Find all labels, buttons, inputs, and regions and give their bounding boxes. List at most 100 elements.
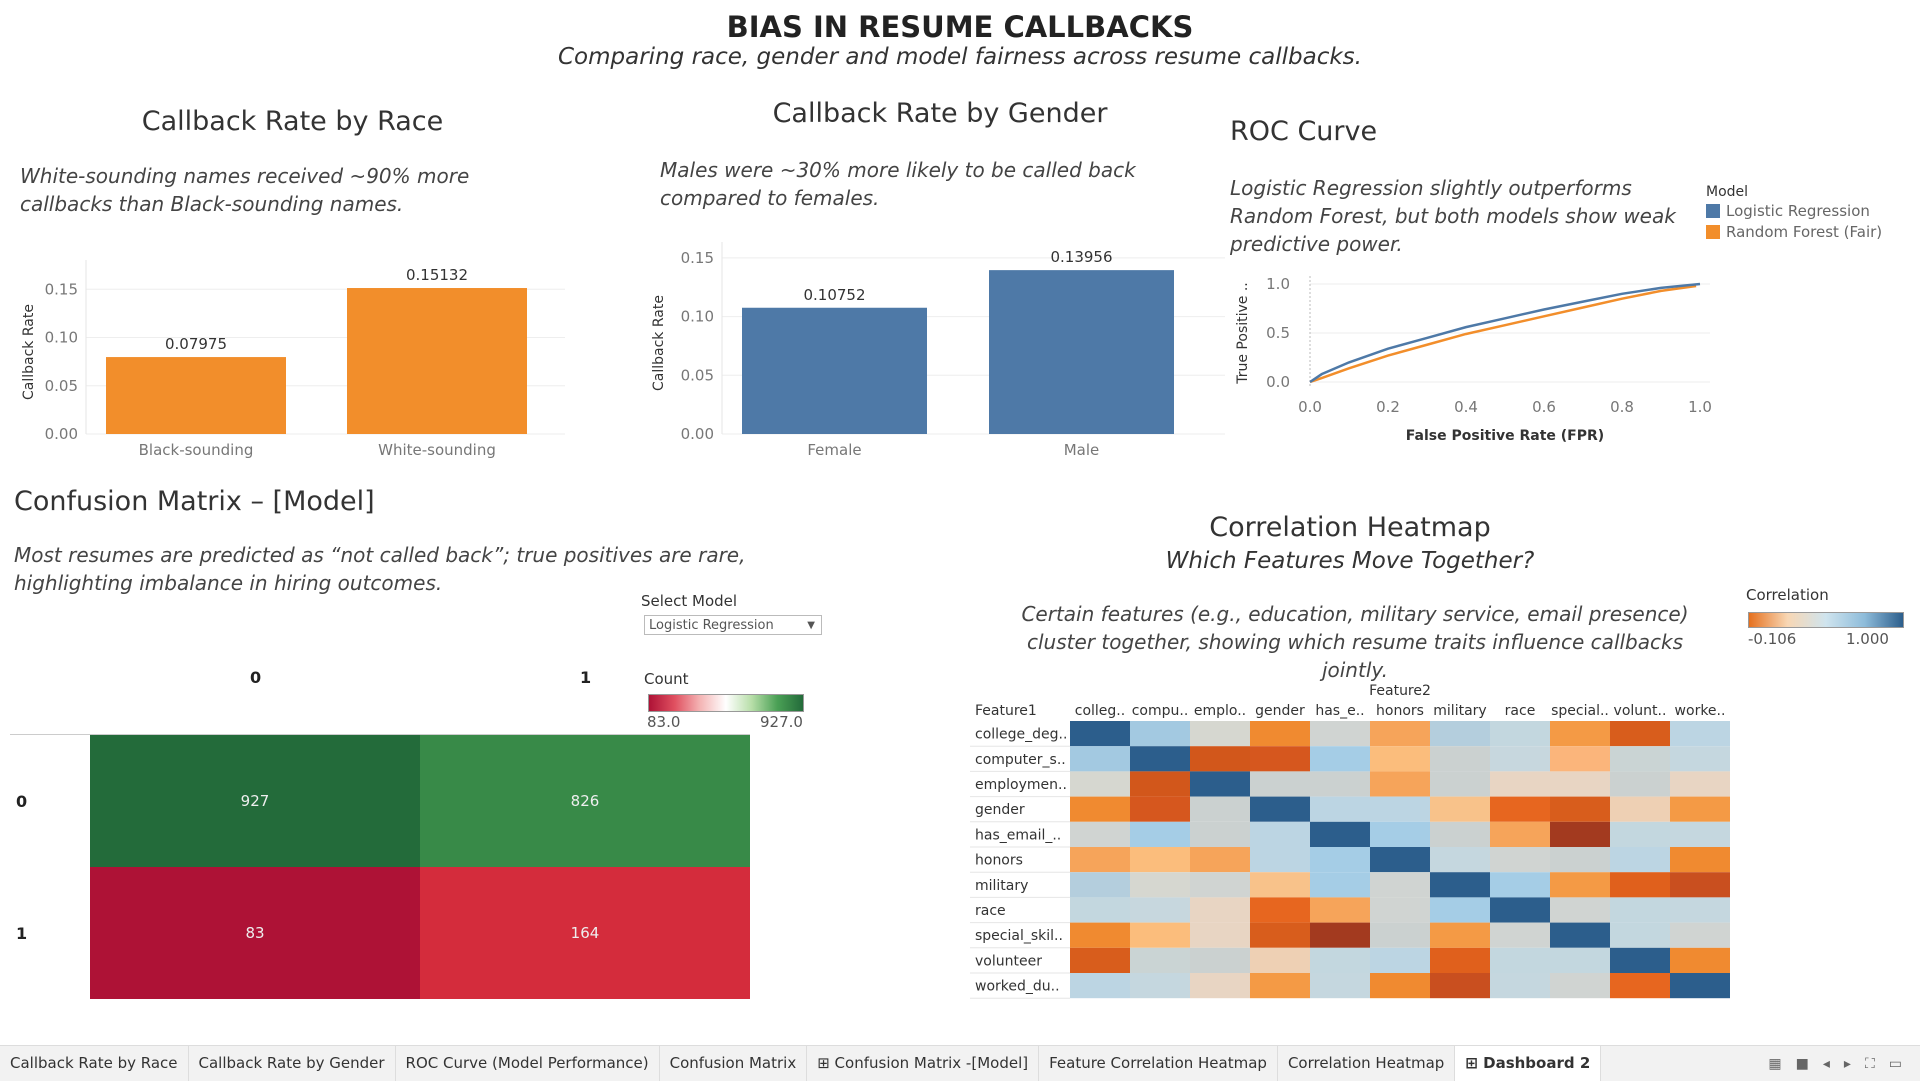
heatmap-col-label: gender <box>1255 703 1305 719</box>
heatmap-cell <box>1310 947 1370 973</box>
heatmap-cell <box>1130 796 1190 822</box>
heatmap-cell <box>1490 847 1550 873</box>
heatmap-cell <box>1430 947 1490 973</box>
gender-data-label: 0.13956 <box>1050 248 1112 266</box>
cm-cell <box>420 735 750 867</box>
heatmap-cell <box>1370 973 1430 999</box>
race-data-label: 0.07975 <box>165 335 227 353</box>
heatmap-cell <box>1310 721 1370 747</box>
heatmap-row-label: college_deg.. <box>975 727 1067 743</box>
heatmap-cell <box>1070 771 1130 797</box>
tab-callback-rate-by-gender[interactable]: Callback Rate by Gender <box>189 1046 396 1081</box>
tab-correlation-heatmap[interactable]: Correlation Heatmap <box>1278 1046 1456 1081</box>
heatmap-row-label: race <box>975 903 1006 919</box>
heatmap-cell <box>1130 746 1190 772</box>
heatmap-cell <box>1190 947 1250 973</box>
tab-feature-correlation-heatmap[interactable]: Feature Correlation Heatmap <box>1039 1046 1278 1081</box>
tab-dashboard-2[interactable]: ⊞ Dashboard 2 <box>1455 1046 1602 1081</box>
tab-confusion-matrix-model[interactable]: ⊞ Confusion Matrix -[Model] <box>807 1046 1040 1081</box>
roc-series-line <box>1309 284 1697 384</box>
heatmap-cell <box>1070 973 1130 999</box>
present-icon[interactable]: ▭ <box>1888 1055 1902 1072</box>
race-bar <box>347 288 527 434</box>
roc-x-tick: 0.8 <box>1610 398 1634 416</box>
race-bar-chart: 0.00 0.05 0.10 0.15 Callback Rate 0.07975 Blac… <box>21 260 565 459</box>
tab-confusion-matrix[interactable]: Confusion Matrix <box>660 1046 808 1081</box>
roc-legend: Model Logistic Regression Random Forest … <box>1706 184 1882 242</box>
heatmap-cell <box>1490 721 1550 747</box>
count-legend-title: Count <box>644 670 689 688</box>
heatmap-cell <box>1490 746 1550 772</box>
heatmap-cell <box>1430 973 1490 999</box>
heatmap-cell <box>1190 973 1250 999</box>
heatmap-cell <box>1490 821 1550 847</box>
heatmap-col-label: emplo.. <box>1194 703 1246 719</box>
sheet-tab-bar: Callback Rate by Race Callback Rate by G… <box>0 1045 1920 1081</box>
heatmap-cell <box>1550 771 1610 797</box>
cm-row-label: 0 <box>16 792 28 811</box>
heatmap-cell <box>1610 771 1670 797</box>
heatmap-cell <box>1070 821 1130 847</box>
select-model-label: Select Model <box>641 592 738 610</box>
cm-row-label: 1 <box>16 924 28 943</box>
roc-y-axis-title: True Positive .. <box>1235 282 1251 385</box>
confusion-matrix-grid: 927 826 83 164 <box>90 735 750 999</box>
heatmap-caption: Certain features (e.g., education, milit… <box>1021 602 1689 682</box>
heatmap-cell <box>1130 771 1190 797</box>
cm-divider <box>10 734 750 735</box>
heatmap-cell <box>1190 922 1250 948</box>
heatmap-cell <box>1130 973 1190 999</box>
prev-sheet-icon[interactable]: ◂ <box>1822 1055 1830 1072</box>
heatmap-cell <box>1130 947 1190 973</box>
race-x-tick: Black-sounding <box>139 441 254 459</box>
fullscreen-icon[interactable]: ⛶ <box>1864 1055 1875 1072</box>
roc-y-tick: 1.0 <box>1266 275 1290 293</box>
heatmap-col-label: worke.. <box>1675 703 1726 719</box>
heatmap-cell <box>1190 746 1250 772</box>
roc-series-line <box>1309 282 1701 384</box>
heatmap-row-label: volunteer <box>975 953 1042 969</box>
race-bar <box>106 357 286 434</box>
gender-y-tick: 0.15 <box>681 249 714 267</box>
next-sheet-icon[interactable]: ▸ <box>1843 1055 1851 1072</box>
heatmap-cell <box>1430 746 1490 772</box>
tab-callback-rate-by-race[interactable]: Callback Rate by Race <box>0 1046 189 1081</box>
heatmap-cell <box>1370 721 1430 747</box>
correlation-legend-title: Correlation <box>1746 586 1829 604</box>
heatmap-cell <box>1670 872 1730 898</box>
heatmap-cell <box>1610 897 1670 923</box>
legend-swatch-icon <box>1706 203 1720 218</box>
heatmap-cell <box>1550 973 1610 999</box>
race-chart-title: Callback Rate by Race <box>141 106 444 137</box>
heatmap-cell <box>1190 796 1250 822</box>
roc-x-tick: 0.0 <box>1298 398 1322 416</box>
heatmap-cell <box>1610 973 1670 999</box>
heatmap-cell <box>1550 847 1610 873</box>
gender-x-tick: Male <box>1064 441 1100 459</box>
show-sheets-icon[interactable]: ▦ <box>1768 1055 1782 1072</box>
roc-legend-item[interactable]: Random Forest (Fair) <box>1706 221 1882 242</box>
race-y-tick: 0.10 <box>45 329 78 347</box>
roc-legend-title: Model <box>1706 184 1749 200</box>
heatmap-cell <box>1190 721 1250 747</box>
heatmap-cell <box>1430 771 1490 797</box>
select-model-dropdown[interactable]: Logistic Regression ▼ <box>644 615 822 635</box>
heatmap-cell <box>1490 897 1550 923</box>
race-chart-caption: White-sounding names received ~90% more … <box>20 164 470 216</box>
heatmap-cell <box>1610 821 1670 847</box>
heatmap-cell <box>1670 721 1730 747</box>
roc-legend-item[interactable]: Logistic Regression <box>1706 200 1882 221</box>
heatmap-title: Correlation Heatmap <box>1209 512 1491 543</box>
heatmap-col-label: colleg.. <box>1075 703 1125 719</box>
heatmap-cell <box>1310 821 1370 847</box>
cm-cell-value: 83 <box>245 924 264 942</box>
heatmap-cell <box>1310 872 1370 898</box>
race-y-axis-title: Callback Rate <box>21 304 37 400</box>
roc-legend-label-lr: Logistic Regression <box>1726 201 1870 220</box>
heatmap-cell <box>1310 847 1370 873</box>
tab-roc-curve[interactable]: ROC Curve (Model Performance) <box>396 1046 660 1081</box>
filmstrip-icon[interactable]: ■ <box>1795 1055 1809 1072</box>
heatmap-cell <box>1130 922 1190 948</box>
heatmap-col-label: race <box>1505 703 1536 719</box>
cm-cell-value: 826 <box>571 792 600 810</box>
